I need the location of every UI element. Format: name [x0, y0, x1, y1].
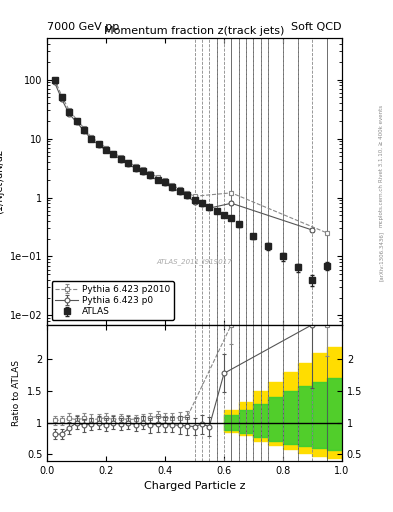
Legend: Pythia 6.423 p2010, Pythia 6.423 p0, ATLAS: Pythia 6.423 p2010, Pythia 6.423 p0, ATL… — [51, 281, 174, 320]
Y-axis label: (1/Njet)dN/dz: (1/Njet)dN/dz — [0, 149, 4, 214]
Text: Rivet 3.1.10, ≥ 400k events: Rivet 3.1.10, ≥ 400k events — [379, 105, 384, 182]
X-axis label: Charged Particle z: Charged Particle z — [144, 481, 245, 491]
Text: mcplots.cern.ch: mcplots.cern.ch — [379, 183, 384, 227]
Text: Soft QCD: Soft QCD — [292, 22, 342, 32]
Text: 7000 GeV pp: 7000 GeV pp — [47, 22, 119, 32]
Text: [arXiv:1306.3436]: [arXiv:1306.3436] — [379, 231, 384, 281]
Y-axis label: Ratio to ATLAS: Ratio to ATLAS — [12, 359, 21, 425]
Text: ATLAS_2011_I919017: ATLAS_2011_I919017 — [157, 258, 232, 265]
Title: Momentum fraction z(track jets): Momentum fraction z(track jets) — [105, 26, 285, 36]
